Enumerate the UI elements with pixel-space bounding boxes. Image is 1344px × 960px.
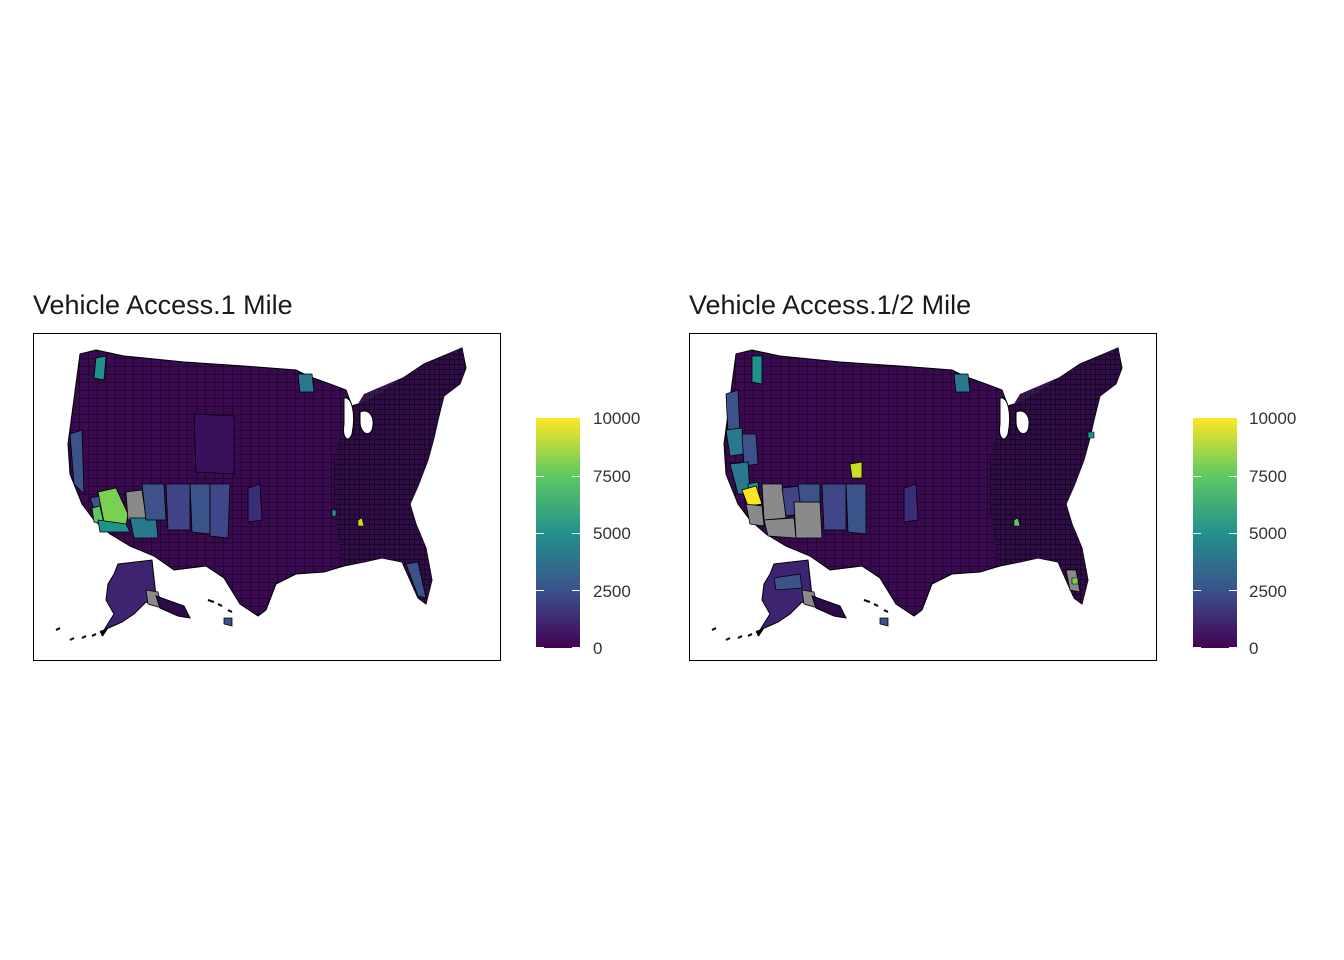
legend-tick — [572, 476, 580, 477]
legend-tick — [1193, 647, 1201, 648]
map-frame — [33, 333, 501, 661]
legend-label: 2500 — [1249, 582, 1287, 601]
highlight-ca-inland — [97, 487, 129, 527]
legend-tick — [536, 476, 544, 477]
legend-tick — [1229, 476, 1237, 477]
legend-tick — [1193, 533, 1201, 534]
legend-tick — [536, 590, 544, 591]
legend-tick — [536, 533, 544, 534]
legend-label: 5000 — [1249, 524, 1287, 543]
legend-label: 10000 — [1249, 409, 1297, 428]
panel-title: Vehicle Access.1 Mile — [33, 290, 293, 320]
legend-tick — [572, 590, 580, 591]
legend-tick — [1229, 647, 1237, 648]
legend-label: 0 — [593, 639, 603, 658]
legend-label: 5000 — [593, 524, 631, 543]
legend-tick — [572, 647, 580, 648]
highlight-ca-inland — [741, 485, 763, 507]
legend-tick — [1229, 533, 1237, 534]
us-county-map — [55, 347, 467, 641]
legend-tick — [572, 533, 580, 534]
legend-tick — [1229, 590, 1237, 591]
legend-label: 2500 — [593, 582, 631, 601]
legend-tick — [1193, 590, 1201, 591]
map-frame — [689, 333, 1157, 661]
us-county-map — [711, 347, 1123, 641]
legend-label: 7500 — [593, 467, 631, 486]
legend-label: 7500 — [1249, 467, 1287, 486]
panel-title: Vehicle Access.1/2 Mile — [689, 290, 972, 320]
legend-tick — [1193, 476, 1201, 477]
legend-label: 10000 — [593, 409, 641, 428]
legend-label: 0 — [1249, 639, 1259, 658]
legend-tick — [536, 647, 544, 648]
alaska — [758, 559, 842, 632]
